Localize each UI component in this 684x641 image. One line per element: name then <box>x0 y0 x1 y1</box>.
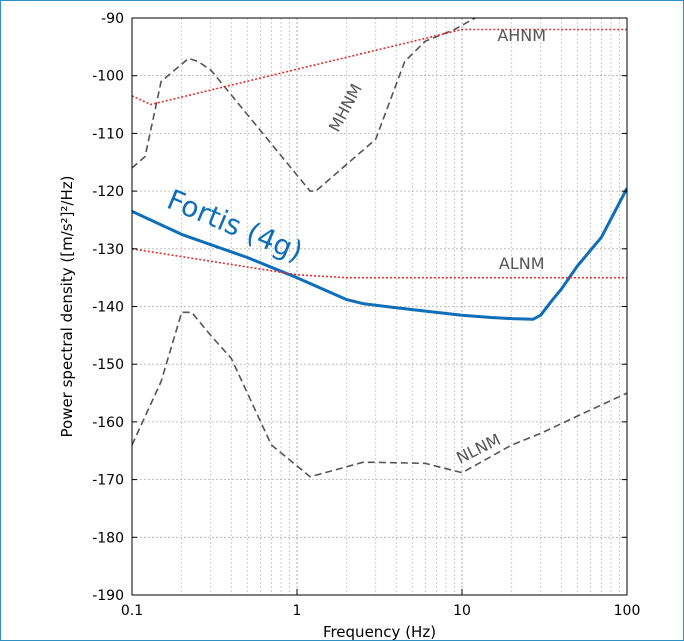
x-tick-label: 0.1 <box>121 603 143 619</box>
series-line-alnm <box>132 248 627 279</box>
x-tick-label: 1 <box>293 603 302 619</box>
y-axis-label: Power spectral density ([m/s²]²/Hz) <box>58 176 76 438</box>
y-tick-label: -120 <box>92 184 124 200</box>
y-tick-label: -90 <box>101 11 124 27</box>
grid-lines <box>132 18 627 595</box>
y-tick-label: -110 <box>92 126 124 142</box>
axes <box>131 17 628 596</box>
y-tick-label: -180 <box>92 530 124 546</box>
tick-labels: -90 -100 -110 -120 -130 -140 -150 -160 -170 -180 -… <box>58 11 640 641</box>
y-tick-label: -170 <box>92 473 124 489</box>
y-tick-label: -150 <box>92 357 124 373</box>
ahnm-label: AHNM <box>497 26 546 45</box>
series-lines <box>132 18 627 478</box>
series-line-nlnm <box>132 311 627 478</box>
mhnm-label: MHNM <box>325 80 366 134</box>
series-line-fortis-4g <box>132 187 627 321</box>
nlnm-label: NLNM <box>453 430 503 468</box>
y-tick-label: -190 <box>92 588 124 604</box>
x-axis-label: Frequency (Hz) <box>323 623 436 641</box>
y-tick-label: -130 <box>92 242 124 258</box>
y-tick-label: -140 <box>92 300 124 316</box>
y-tick-label: -160 <box>92 415 124 431</box>
fortis-label: Fortis (4g) <box>162 183 307 269</box>
series-line-mhnm <box>132 18 477 192</box>
x-tick-label: 10 <box>453 603 471 619</box>
alnm-label: ALNM <box>499 254 545 273</box>
x-tick-label: 100 <box>614 603 641 619</box>
series-line-ahnm <box>132 28 627 106</box>
y-tick-label: -100 <box>92 69 124 85</box>
